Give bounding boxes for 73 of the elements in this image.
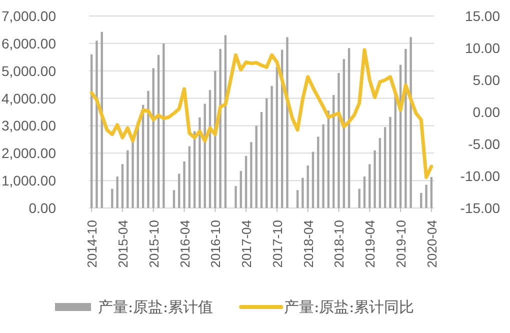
y2-tick-label: 15.00 bbox=[464, 8, 500, 24]
y-tick-label: 6,000.00 bbox=[2, 35, 56, 52]
x-tick-label: 2020-04 bbox=[424, 220, 440, 268]
bar bbox=[172, 190, 176, 208]
bar bbox=[162, 43, 165, 208]
bar bbox=[430, 177, 433, 208]
bar bbox=[420, 192, 422, 208]
y2-tick-label: -10.00 bbox=[460, 168, 500, 184]
x-tick-label: 2015-04 bbox=[115, 220, 130, 268]
bar bbox=[270, 86, 273, 208]
bar bbox=[317, 136, 320, 208]
bar bbox=[404, 48, 407, 208]
x-tick-label: 2017-04 bbox=[239, 220, 254, 268]
y-tick-label: 3,000.00 bbox=[2, 118, 56, 134]
bar bbox=[244, 156, 248, 208]
bar bbox=[116, 176, 118, 208]
bar bbox=[178, 174, 180, 208]
bar bbox=[183, 161, 186, 208]
y2-tick-label: 0.00 bbox=[472, 104, 500, 120]
bar bbox=[126, 150, 129, 208]
bar bbox=[302, 178, 304, 208]
bar bbox=[363, 176, 366, 208]
y2-tick-label: 10.00 bbox=[464, 40, 500, 56]
x-tick-label: 2014-10 bbox=[84, 220, 100, 268]
x-tick-label: 2019-10 bbox=[394, 220, 409, 268]
y-tick-label: 1,000.00 bbox=[2, 172, 56, 189]
bar bbox=[338, 73, 340, 208]
y-tick-label: 2,000.00 bbox=[2, 145, 56, 162]
bar bbox=[214, 70, 216, 208]
y2-tick-label: -15.00 bbox=[460, 200, 500, 216]
bar bbox=[260, 112, 263, 208]
line-series bbox=[90, 48, 434, 180]
y-tick-label: 7,000.00 bbox=[2, 8, 56, 24]
bar bbox=[255, 126, 258, 208]
bar bbox=[358, 188, 360, 208]
x-tick-label: 2016-10 bbox=[208, 220, 224, 268]
y2-tick-label: 5.00 bbox=[472, 72, 500, 88]
bar bbox=[322, 124, 324, 208]
bar bbox=[111, 188, 114, 208]
bar bbox=[234, 186, 237, 208]
bar bbox=[266, 98, 268, 208]
legend-label: 产量:原盐:累计同比 bbox=[284, 298, 414, 316]
bar bbox=[374, 150, 376, 208]
bar bbox=[219, 48, 222, 208]
bar bbox=[425, 184, 428, 208]
bar bbox=[286, 37, 288, 208]
y-tick-label: 4,000.00 bbox=[2, 90, 56, 106]
bar bbox=[198, 117, 201, 208]
y-tick-label: 5,000.00 bbox=[2, 62, 56, 79]
bar bbox=[389, 116, 392, 208]
bar bbox=[296, 190, 299, 208]
x-tick-label: 2019-04 bbox=[362, 220, 378, 268]
bar bbox=[96, 40, 98, 208]
y-tick-label: 0.00 bbox=[28, 200, 56, 216]
bar bbox=[306, 165, 309, 208]
legend-label: 产量:原盐:累计值 bbox=[98, 298, 214, 316]
bar bbox=[250, 142, 252, 208]
x-tick-label: 2018-10 bbox=[332, 220, 347, 268]
bar bbox=[121, 164, 124, 208]
bar bbox=[410, 37, 412, 208]
bar bbox=[188, 146, 191, 208]
bar bbox=[368, 164, 371, 208]
y2-tick-label: -5.00 bbox=[468, 136, 500, 152]
x-tick-label: 2016-04 bbox=[177, 220, 192, 268]
bar bbox=[147, 90, 150, 208]
bar bbox=[312, 152, 314, 208]
x-tick-label: 2018-04 bbox=[300, 220, 316, 268]
bar bbox=[276, 66, 278, 208]
bar bbox=[378, 138, 382, 208]
x-tick-label: 2017-10 bbox=[270, 220, 285, 268]
x-tick-label: 2015-10 bbox=[146, 220, 162, 268]
bar bbox=[384, 127, 386, 208]
bar bbox=[240, 170, 242, 208]
